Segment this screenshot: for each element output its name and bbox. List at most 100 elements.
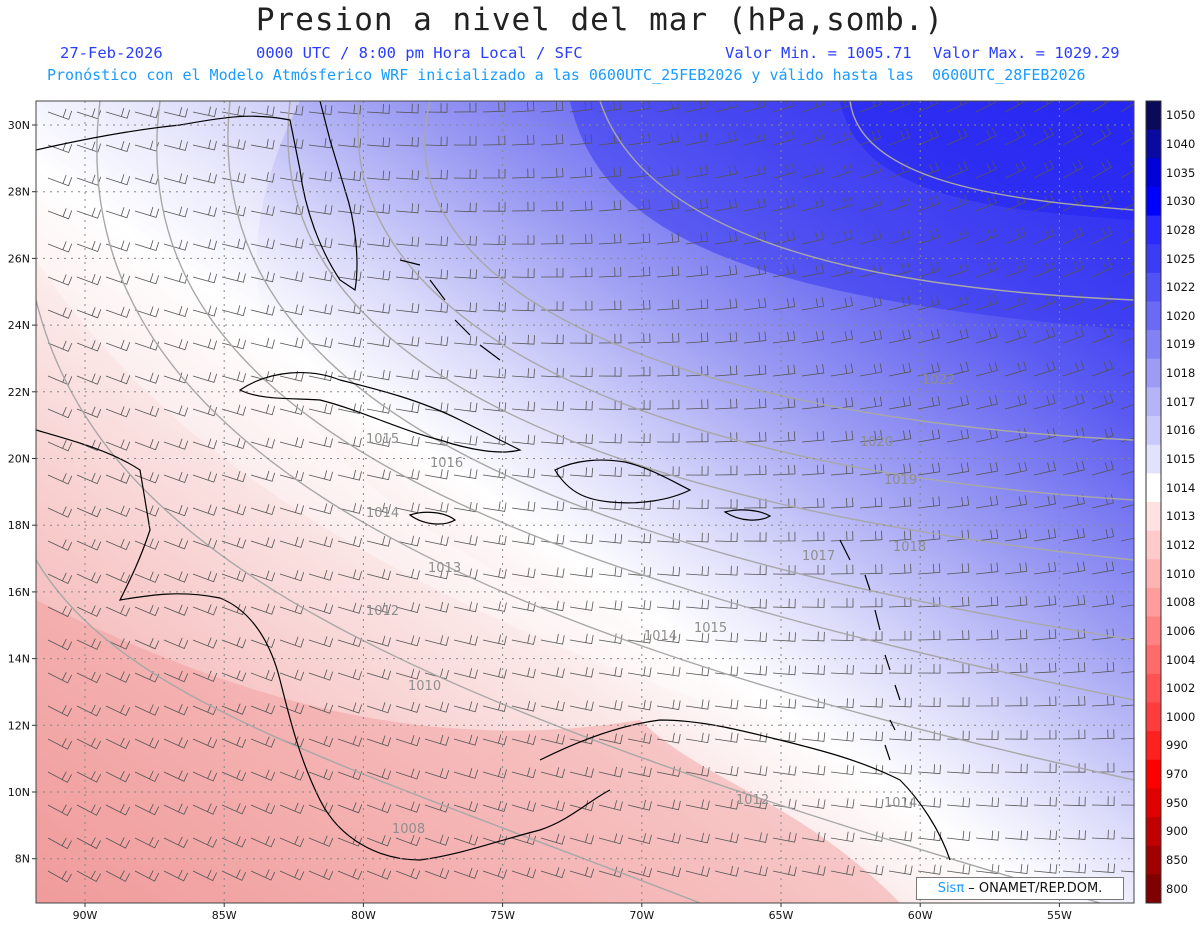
wind-barb <box>1120 870 1134 873</box>
wind-barb <box>395 170 419 180</box>
wind-barb <box>250 836 276 848</box>
wind-barb <box>656 265 680 278</box>
wind-barb <box>366 702 392 714</box>
map-field: 1022 1020 1019 1018 1017 1016 1015 1014 … <box>36 101 1134 903</box>
wind-barb <box>1033 763 1057 773</box>
wind-barb <box>76 472 102 485</box>
wind-barb <box>1062 159 1084 179</box>
wind-barb <box>366 403 391 414</box>
wind-barb <box>105 439 131 451</box>
wind-barb <box>105 505 131 517</box>
wind-barb <box>453 169 477 179</box>
wind-barb <box>279 404 304 415</box>
wind-barb <box>859 798 884 809</box>
wind-barb <box>801 464 825 476</box>
wind-barb <box>685 599 710 610</box>
wind-barb <box>540 767 565 779</box>
wind-barb <box>221 504 247 516</box>
wind-barb <box>946 596 970 608</box>
colorbar-segment <box>1146 158 1161 188</box>
colorbar-label: 1015 <box>1166 452 1196 467</box>
wind-barb <box>743 865 768 877</box>
wind-barb <box>859 430 883 443</box>
wind-barb <box>743 665 768 676</box>
coastlines <box>36 101 951 861</box>
wind-barb <box>482 301 506 312</box>
wind-barb <box>395 602 420 613</box>
isobar-label: 1018 <box>893 540 926 555</box>
wind-barb <box>1004 696 1028 707</box>
isobar-label: 1012 <box>366 604 399 619</box>
wind-barb <box>1091 561 1115 575</box>
wind-barb <box>1062 561 1086 575</box>
wind-barb <box>76 307 102 319</box>
wind-barb <box>743 465 767 476</box>
wind-barb <box>308 802 334 814</box>
wind-barb <box>366 236 391 248</box>
wind-barb <box>946 496 970 509</box>
wind-barb <box>1033 327 1056 344</box>
wind-barb <box>395 435 420 447</box>
wind-barb <box>47 539 73 551</box>
wind-barb <box>76 804 102 816</box>
wind-barb <box>105 538 131 551</box>
wind-barb <box>1004 294 1027 311</box>
wind-barb <box>163 206 188 218</box>
wind-barb <box>1033 561 1057 575</box>
wind-barb <box>105 339 131 352</box>
wind-barb <box>859 697 883 708</box>
lon-tick-label: 90W <box>73 909 98 922</box>
wind-barb <box>1033 696 1057 707</box>
credit-text: – ONAMET/REP.DOM. <box>964 881 1103 896</box>
wind-barb <box>627 766 652 778</box>
wind-barb <box>453 202 477 213</box>
wind-barb <box>337 303 362 315</box>
wind-barb <box>511 734 536 745</box>
wind-barb <box>888 101 910 113</box>
wind-barb <box>656 866 681 878</box>
wind-barb <box>830 196 853 212</box>
wind-barb <box>859 731 883 742</box>
wind-barb <box>627 699 652 711</box>
wind-barb <box>685 466 709 476</box>
wind-barb <box>685 432 709 443</box>
lat-tick-label: 20N <box>8 453 30 466</box>
wind-barb <box>772 631 796 642</box>
wind-barb <box>105 373 131 385</box>
wind-barb <box>279 835 305 848</box>
wind-barb <box>366 170 391 181</box>
wind-barb <box>569 334 593 344</box>
wind-barb <box>279 570 305 582</box>
wind-barb <box>337 602 362 614</box>
wind-barb <box>714 799 739 810</box>
wind-barb <box>598 466 622 477</box>
wind-barb <box>192 471 218 483</box>
wind-barb <box>714 265 738 278</box>
wind-barb <box>482 568 507 579</box>
wind-barb <box>134 372 160 384</box>
wind-barb <box>830 363 854 377</box>
wind-barb <box>105 140 131 152</box>
wind-barb <box>1033 796 1057 807</box>
wind-barb <box>192 172 217 184</box>
colorbar-label: 1004 <box>1166 652 1196 667</box>
wind-barb <box>946 797 971 808</box>
wind-barb <box>395 868 421 880</box>
wind-barb <box>163 869 189 882</box>
wind-barb <box>598 367 622 377</box>
wind-barb <box>598 633 623 644</box>
wind-barb <box>830 497 854 509</box>
lat-tick-label: 24N <box>8 319 30 332</box>
wind-barb <box>830 296 854 311</box>
wind-barb <box>540 234 564 245</box>
wind-barb <box>656 499 680 510</box>
colorbar-label: 1030 <box>1166 194 1196 209</box>
wind-barb <box>192 637 218 649</box>
wind-barb <box>76 837 101 849</box>
wind-barb <box>134 638 160 650</box>
wind-barb <box>714 331 738 344</box>
colorbar-label: 1006 <box>1166 623 1196 638</box>
wind-barb <box>250 172 275 183</box>
wind-barb <box>540 600 565 612</box>
wind-barb <box>192 405 218 417</box>
